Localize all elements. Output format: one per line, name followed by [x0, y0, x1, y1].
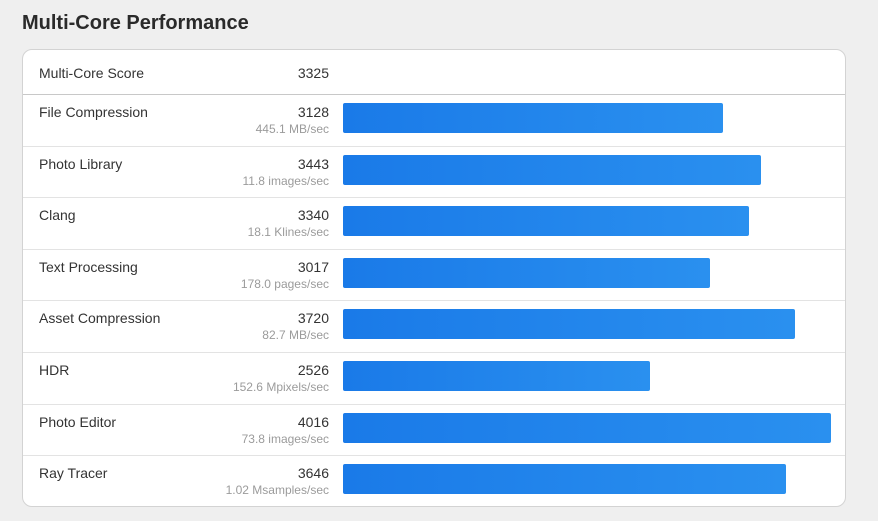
benchmark-score: 3128	[297, 104, 329, 120]
benchmark-name: Asset Compression	[39, 310, 161, 327]
benchmark-score: 3017	[297, 258, 329, 275]
benchmark-rate: 18.1 Klines/sec	[247, 225, 329, 240]
benchmark-score: 2526	[297, 361, 329, 378]
benchmark-bar	[343, 309, 796, 340]
benchmark-rate: 152.6 Mpixels/sec	[232, 379, 329, 394]
benchmark-row-asset-compression: Asset Compression 3720 82.7 MB/sec	[23, 301, 845, 353]
benchmark-bar	[343, 412, 831, 443]
benchmark-row-clang: Clang 3340 18.1 Klines/sec	[23, 198, 845, 250]
benchmark-rate: 11.8 images/sec	[242, 173, 330, 188]
benchmark-bar	[343, 154, 762, 185]
benchmark-name: HDR	[39, 361, 70, 378]
summary-label: Multi-Core Score	[39, 65, 145, 81]
benchmark-list: File Compression 3128 445.1 MB/sec Photo…	[23, 95, 845, 506]
benchmark-bar	[343, 206, 749, 237]
benchmark-name: Clang	[39, 207, 76, 224]
benchmark-score: 3646	[297, 465, 329, 482]
benchmark-rate: 445.1 MB/sec	[255, 122, 329, 136]
benchmark-name: Text Processing	[39, 258, 138, 275]
benchmark-name: Photo Library	[39, 155, 123, 172]
benchmark-bar	[343, 464, 787, 495]
summary-score: 3325	[297, 65, 329, 81]
benchmark-bar	[343, 360, 650, 391]
benchmark-name: Photo Editor	[39, 413, 117, 430]
multi-core-score-row: Multi-Core Score 3325	[23, 50, 845, 95]
benchmark-row-photo-library: Photo Library 3443 11.8 images/sec	[23, 147, 845, 199]
benchmark-name: File Compression	[39, 104, 148, 120]
benchmark-rate: 73.8 images/sec	[241, 431, 329, 446]
section-title: Multi-Core Performance	[22, 12, 249, 34]
benchmark-bar	[343, 257, 710, 288]
benchmark-score: 3720	[297, 310, 329, 327]
benchmark-rate: 1.02 Msamples/sec	[225, 483, 329, 498]
benchmark-name: Ray Tracer	[39, 465, 108, 482]
benchmark-rate: 178.0 pages/sec	[240, 276, 329, 291]
benchmark-row-ray-tracer: Ray Tracer 3646 1.02 Msamples/sec	[23, 456, 845, 506]
benchmark-bar	[343, 103, 724, 133]
benchmark-score: 3443	[297, 155, 329, 172]
benchmark-row-file-compression: File Compression 3128 445.1 MB/sec	[23, 95, 845, 147]
benchmark-rate: 82.7 MB/sec	[262, 328, 329, 343]
benchmark-row-photo-editor: Photo Editor 4016 73.8 images/sec	[23, 405, 845, 457]
benchmark-row-hdr: HDR 2526 152.6 Mpixels/sec	[23, 353, 845, 405]
benchmark-score: 4016	[297, 413, 329, 430]
benchmark-card: Multi-Core Score 3325 File Compression 3…	[22, 49, 846, 507]
benchmark-score: 3340	[297, 207, 329, 224]
benchmark-row-text-processing: Text Processing 3017 178.0 pages/sec	[23, 250, 845, 302]
